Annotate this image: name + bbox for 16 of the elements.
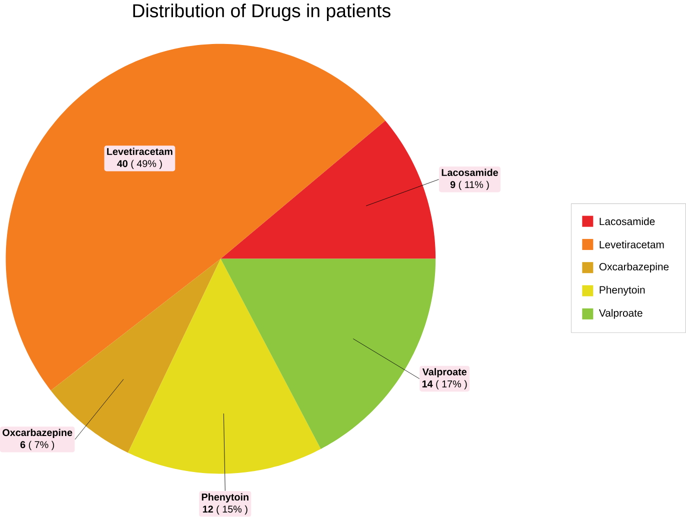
slice-label: Levetiracetam bbox=[107, 148, 172, 156]
legend-label: Lacosamide bbox=[600, 218, 655, 226]
data-label: 40 ( 49% ) bbox=[117, 160, 162, 170]
legend-label: Phenytoin bbox=[600, 286, 645, 296]
data-label: 6 ( 7% ) bbox=[20, 441, 54, 450]
slice-label: Phenytoin bbox=[202, 493, 248, 503]
legend-label: Valproate bbox=[598, 309, 642, 319]
data-label: 9 ( 11% ) bbox=[450, 180, 489, 190]
slice-label: Oxcarbazepine bbox=[2, 428, 72, 438]
data-label: 14 ( 17% ) bbox=[422, 380, 467, 390]
data-label: 12 ( 15% ) bbox=[202, 505, 248, 515]
slice-label: Lacosamide bbox=[442, 168, 498, 176]
legend-label: Oxcarbazepine bbox=[599, 262, 669, 273]
chart-title: Distribution of Drugs in patients bbox=[133, 4, 390, 22]
slice-label: Valproate bbox=[422, 368, 467, 378]
legend-label: Levetiracetam bbox=[600, 240, 664, 248]
